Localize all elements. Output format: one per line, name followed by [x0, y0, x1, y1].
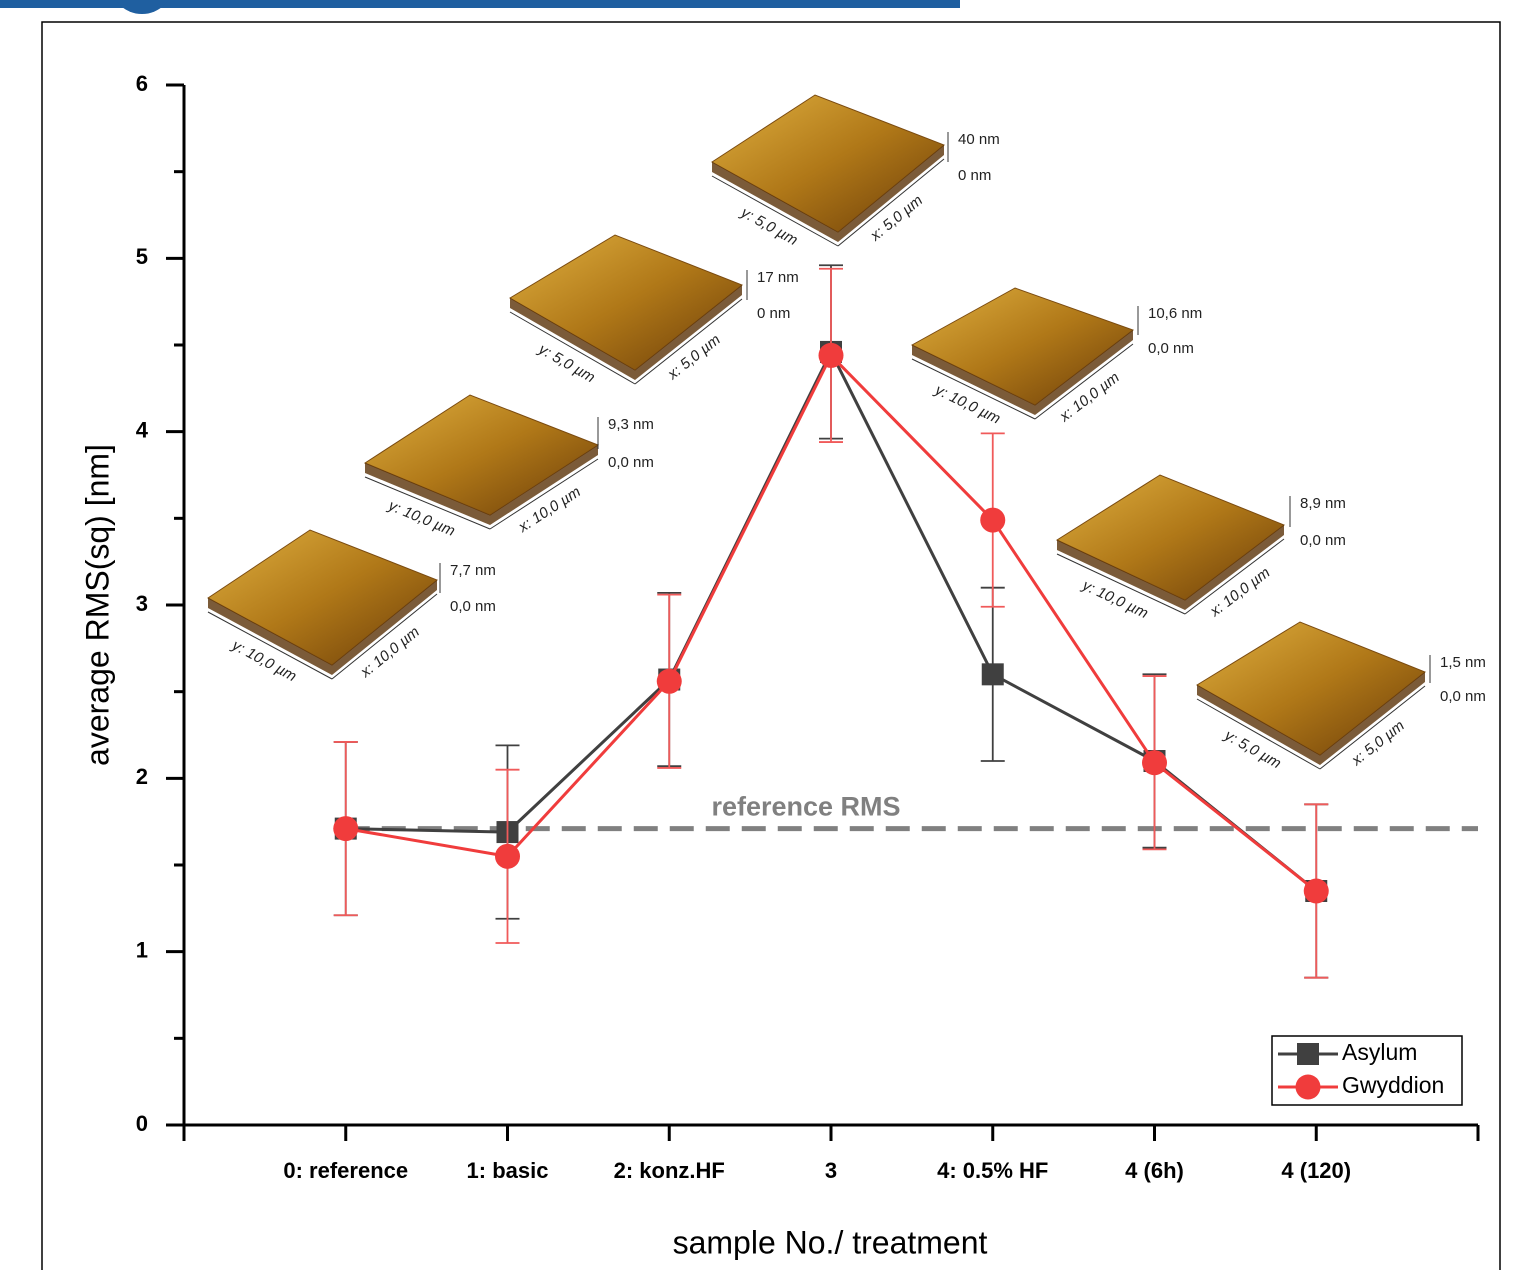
y-tick-label: 1	[136, 937, 148, 962]
page: sample No./ treatment average RMS(sq) [n…	[0, 0, 1515, 1270]
y-tick-label: 2	[136, 764, 148, 789]
y-tick-label: 6	[136, 71, 148, 96]
marker	[982, 663, 1004, 685]
legend-marker	[1296, 1075, 1321, 1100]
chart: sample No./ treatment average RMS(sq) [n…	[0, 0, 1515, 1270]
afm-z-max: 9,3 nm	[608, 416, 654, 433]
marker	[333, 816, 358, 841]
x-tick-label: 4 (120)	[1281, 1158, 1351, 1183]
x-tick-label: 3	[825, 1158, 837, 1183]
afm-z-min: 0,0 nm	[1440, 688, 1486, 705]
y-tick-label: 4	[136, 417, 149, 442]
reference-label: reference RMS	[711, 792, 900, 822]
x-tick-label: 0: reference	[283, 1158, 408, 1183]
afm-z-min: 0,0 nm	[608, 454, 654, 471]
legend-label: Asylum	[1342, 1039, 1417, 1065]
afm-z-max: 40 nm	[958, 131, 1000, 148]
legend-label: Gwyddion	[1342, 1072, 1444, 1098]
marker	[819, 343, 844, 368]
afm-z-min: 0,0 nm	[1300, 532, 1346, 549]
afm-z-max: 17 nm	[757, 269, 799, 286]
afm-z-max: 10,6 nm	[1148, 305, 1202, 322]
marker	[1142, 750, 1167, 775]
marker	[657, 669, 682, 694]
afm-z-min: 0 nm	[958, 167, 991, 184]
marker	[495, 844, 520, 869]
afm-z-max: 7,7 nm	[450, 562, 496, 579]
x-tick-label: 4: 0.5% HF	[937, 1158, 1048, 1183]
y-tick-label: 5	[136, 244, 148, 269]
afm-z-min: 0,0 nm	[450, 598, 496, 615]
x-axis-title: sample No./ treatment	[673, 1224, 988, 1260]
afm-z-max: 1,5 nm	[1440, 654, 1486, 671]
x-tick-label: 2: konz.HF	[614, 1158, 725, 1183]
legend-marker	[1297, 1043, 1319, 1065]
afm-z-min: 0,0 nm	[1148, 340, 1194, 357]
afm-z-max: 8,9 nm	[1300, 495, 1346, 512]
marker	[980, 508, 1005, 533]
y-axis-title: average RMS(sq) [nm]	[79, 444, 115, 766]
marker	[1304, 879, 1329, 904]
x-tick-label: 1: basic	[467, 1158, 549, 1183]
x-tick-label: 4 (6h)	[1125, 1158, 1184, 1183]
y-tick-label: 3	[136, 591, 148, 616]
y-tick-label: 0	[136, 1111, 148, 1136]
afm-z-min: 0 nm	[757, 305, 790, 322]
